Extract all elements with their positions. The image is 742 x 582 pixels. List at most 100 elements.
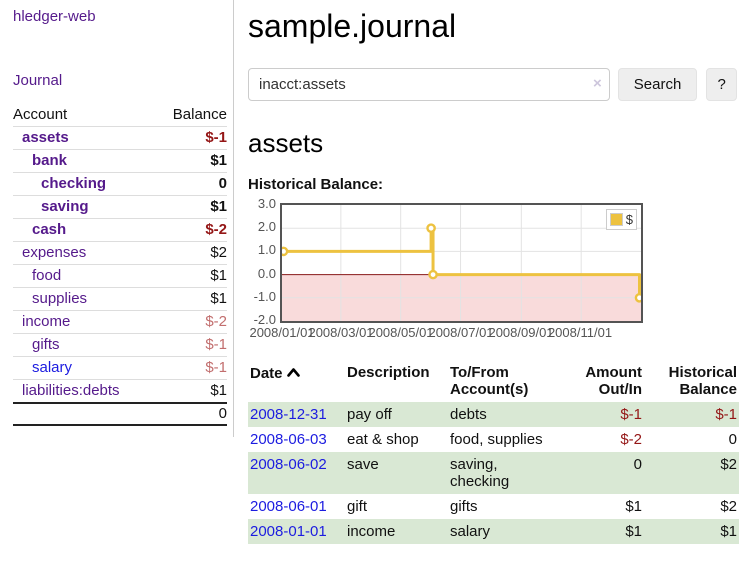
account-link-bank[interactable]: bank [32, 152, 68, 169]
account-balance: $-1 [154, 126, 227, 150]
help-button[interactable]: ? [706, 68, 737, 101]
account-link-food[interactable]: food [32, 267, 62, 284]
transaction-description: gift [347, 498, 368, 515]
app-brand-link[interactable]: hledger-web [13, 8, 96, 25]
account-balance: $1 [154, 195, 227, 219]
legend-swatch-dollar [609, 213, 623, 226]
account-row: salary $-1 [13, 356, 227, 380]
transaction-row: 2008-01-01 income salary $1 $1 [248, 519, 739, 544]
account-balance: $2 [154, 241, 227, 265]
account-link-assets[interactable]: assets [22, 129, 69, 146]
main-content: sample.journal × Search ? assets Histori… [246, 0, 742, 544]
account-row: cash $-2 [13, 218, 227, 242]
transaction-accounts: debts [448, 402, 556, 427]
x-axis-tick: 2008/05/01 [368, 325, 434, 340]
account-row: gifts $-1 [13, 333, 227, 357]
y-axis-tick: 3.0 [257, 196, 276, 211]
chart-title: Historical Balance: [248, 176, 384, 193]
search-form: × Search ? [248, 68, 737, 101]
transaction-row: 2008-06-02 save saving, checking 0 $2 [248, 452, 739, 494]
account-link-gifts[interactable]: gifts [32, 336, 60, 353]
account-balance: $1 [154, 379, 227, 403]
accounts-table-header: Account Balance [13, 104, 227, 127]
transaction-balance: $1 [644, 519, 739, 544]
account-link-saving[interactable]: saving [41, 198, 89, 215]
sidebar: hledger-web Journal Account Balance asse… [0, 0, 234, 437]
transaction-balance: $2 [644, 452, 739, 494]
x-axis-tick: 2008/03/01 [308, 325, 374, 340]
register-table: Date Description To/From Account(s) Amou… [248, 362, 739, 544]
plot-area: $ [278, 203, 645, 323]
account-row: expenses $2 [13, 241, 227, 265]
account-row: income $-2 [13, 310, 227, 334]
transaction-row: 2008-12-31 pay off debts $-1 $-1 [248, 402, 739, 427]
account-link-liabilities-debts[interactable]: liabilities:debts [22, 382, 120, 399]
transaction-balance: $-1 [644, 402, 739, 427]
transaction-date-link[interactable]: 2008-06-01 [250, 498, 327, 515]
account-link-cash[interactable]: cash [32, 221, 67, 238]
y-axis-tick: 1.0 [257, 242, 276, 257]
page-title: sample.journal [248, 8, 457, 44]
register-header-row: Date Description To/From Account(s) Amou… [248, 362, 739, 402]
accounts-column-header: To/From Account(s) [450, 364, 529, 398]
sidebar-item-journal[interactable]: Journal [13, 72, 63, 89]
accounts-column-header: Account [13, 106, 68, 123]
transaction-balance: $2 [720, 498, 737, 515]
account-link-salary[interactable]: salary [32, 359, 73, 376]
account-row: checking 0 [13, 172, 227, 196]
transaction-date-link[interactable]: 2008-12-31 [250, 406, 327, 423]
account-row: assets $-1 [13, 126, 227, 150]
account-link-checking[interactable]: checking [41, 175, 107, 192]
search-input[interactable] [248, 68, 610, 101]
amount-column-header: Amount Out/In [585, 364, 642, 398]
account-heading: assets [248, 128, 324, 158]
accounts-table: Account Balance assets $-1 bank $1 check… [13, 104, 227, 426]
transaction-accounts: gifts [450, 498, 478, 515]
account-row: liabilities:debts $1 [13, 379, 227, 403]
balance-line-plot [278, 205, 645, 321]
transaction-date-link[interactable]: 2008-01-01 [250, 523, 327, 540]
legend-label: $ [625, 212, 633, 227]
search-button[interactable]: Search [617, 68, 698, 101]
accounts-total: 0 [154, 402, 227, 426]
account-balance: $-2 [154, 310, 227, 334]
chart-legend: $ [605, 209, 637, 230]
y-axis-tick: 2.0 [257, 219, 276, 234]
transaction-row: 2008-06-03 eat & shop food, supplies $-2… [248, 427, 739, 452]
date-column-header[interactable]: Date [248, 362, 345, 402]
account-balance: $1 [154, 264, 227, 288]
x-axis-tick: 2008/07/01 [428, 325, 494, 340]
transaction-description: save [345, 452, 448, 494]
transaction-amount: 0 [556, 452, 644, 494]
account-row: bank $1 [13, 149, 227, 173]
account-link-expenses[interactable]: expenses [22, 244, 87, 261]
y-axis-tick: -1.0 [253, 289, 276, 304]
balance-column-header: Historical Balance [668, 364, 737, 398]
y-axis-tick: 0.0 [257, 266, 276, 281]
transaction-balance: 0 [728, 431, 737, 448]
transaction-amount: $1 [556, 519, 644, 544]
sort-ascending-icon [286, 364, 300, 381]
description-column-header: Description [347, 364, 430, 381]
account-balance: $1 [154, 149, 227, 173]
transaction-description: eat & shop [347, 431, 419, 448]
x-axis-tick: 2008/09/01 [488, 325, 554, 340]
y-axis-tick: -2.0 [253, 312, 276, 327]
account-balance: $-1 [154, 356, 227, 380]
transaction-amount: $-2 [620, 431, 642, 448]
account-balance: 0 [154, 172, 227, 196]
account-row: food $1 [13, 264, 227, 288]
account-link-supplies[interactable]: supplies [32, 290, 88, 307]
transaction-amount: $-1 [556, 402, 644, 427]
x-axis-tick: 2008/11/01 [547, 325, 613, 340]
transaction-date-link[interactable]: 2008-06-02 [250, 456, 327, 473]
clear-search-icon[interactable]: × [593, 75, 602, 92]
transaction-accounts: salary [448, 519, 556, 544]
account-row: supplies $1 [13, 287, 227, 311]
transaction-date-link[interactable]: 2008-06-03 [250, 431, 327, 448]
accounts-total-row: 0 [13, 402, 227, 426]
transaction-row: 2008-06-01 gift gifts $1 $2 [248, 494, 739, 519]
account-link-income[interactable]: income [22, 313, 71, 330]
account-balance: $-1 [154, 333, 227, 357]
transaction-description: income [345, 519, 448, 544]
